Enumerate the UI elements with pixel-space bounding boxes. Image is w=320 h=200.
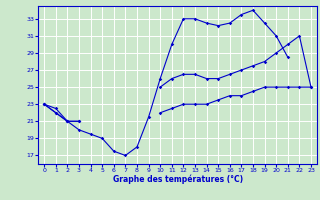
X-axis label: Graphe des températures (°C): Graphe des températures (°C) <box>113 175 243 184</box>
